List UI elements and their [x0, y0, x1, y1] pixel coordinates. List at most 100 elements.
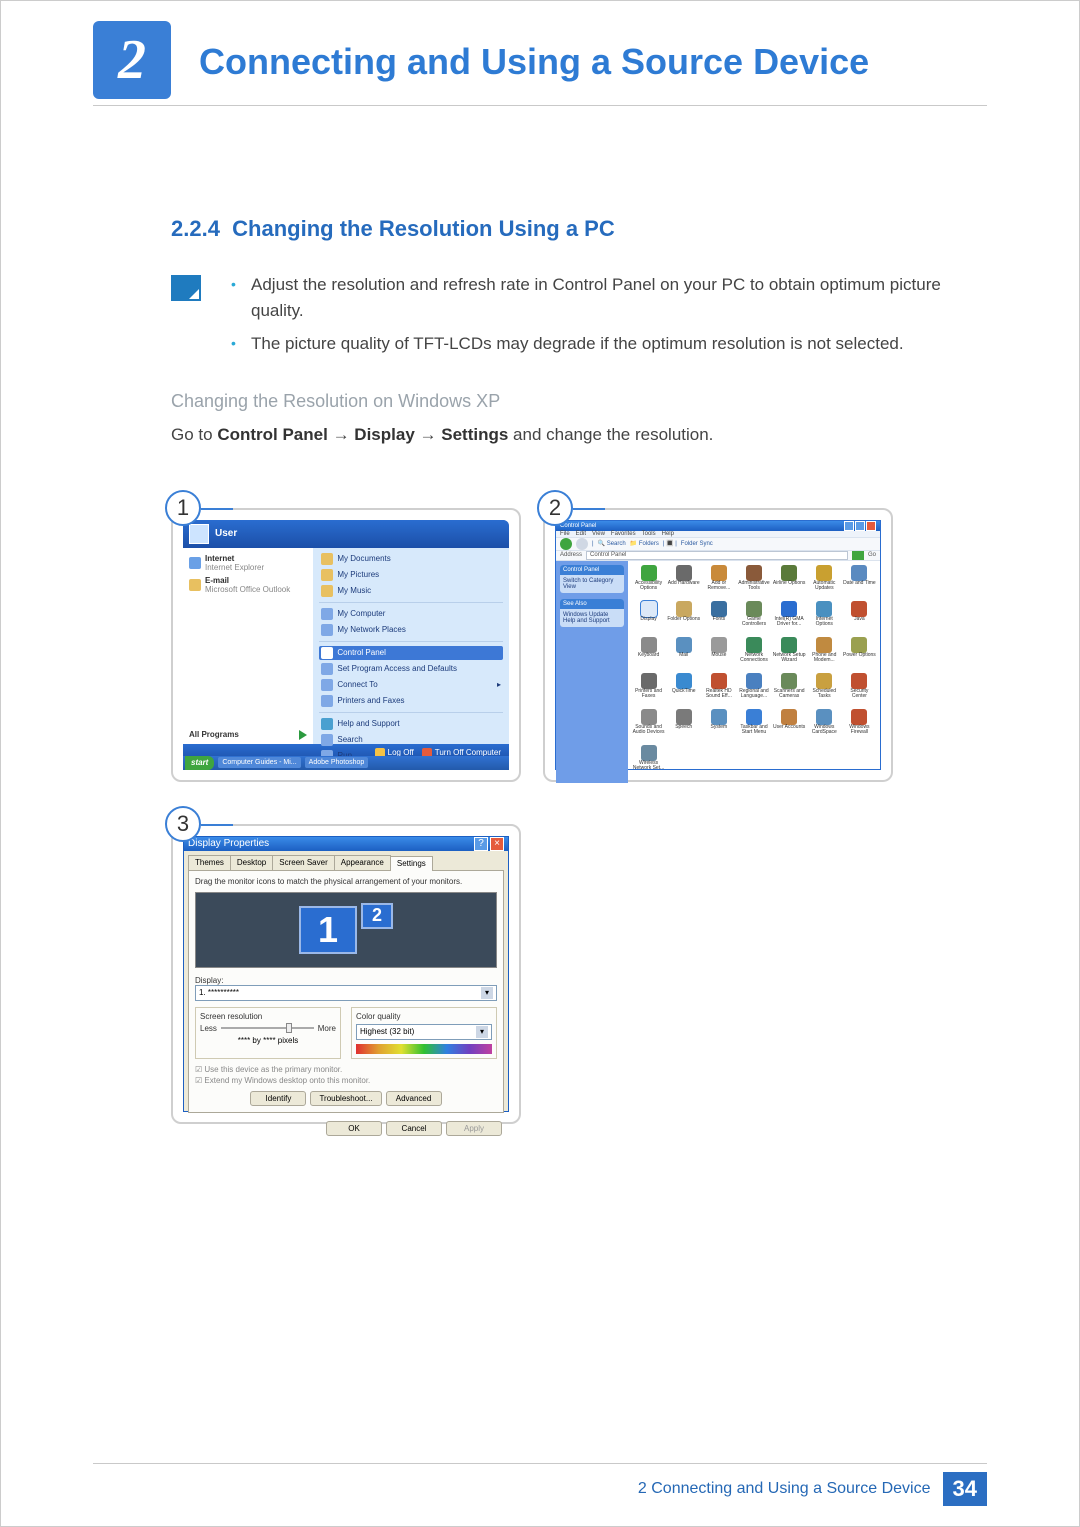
control-panel-item[interactable]: System: [702, 709, 735, 743]
control-panel-item[interactable]: Network Setup Wizard: [773, 637, 806, 671]
troubleshoot-button[interactable]: Troubleshoot...: [310, 1091, 381, 1106]
sidebar-link[interactable]: Switch to Category View: [563, 578, 621, 590]
advanced-button[interactable]: Advanced: [386, 1091, 442, 1106]
control-panel-item[interactable]: Keyboard: [632, 637, 665, 671]
control-panel-item[interactable]: Automatic Updates: [808, 565, 841, 599]
control-panel-item[interactable]: Airline Options: [773, 565, 806, 599]
control-panel-item[interactable]: Internet Options: [808, 601, 841, 635]
control-panel-item[interactable]: Power Options: [843, 637, 876, 671]
forward-button[interactable]: [576, 538, 588, 550]
control-panel-item[interactable]: Intel(R) GMA Driver for...: [773, 601, 806, 635]
ok-button[interactable]: OK: [326, 1121, 382, 1136]
tab-settings[interactable]: Settings: [390, 856, 433, 871]
control-panel-item[interactable]: Printers and Faxes: [632, 673, 665, 707]
control-panel-item[interactable]: Date and Time: [843, 565, 876, 599]
control-panel-item[interactable]: Scanners and Cameras: [773, 673, 806, 707]
menu-item[interactable]: My Network Places: [319, 623, 503, 637]
user-avatar: [189, 524, 209, 544]
address-input[interactable]: Control Panel: [586, 551, 848, 560]
control-panel-item[interactable]: Administrative Tools: [737, 565, 770, 599]
control-panel-item[interactable]: Phone and Modem...: [808, 637, 841, 671]
monitor-1[interactable]: 1: [299, 906, 357, 954]
control-panel-item[interactable]: Mouse: [702, 637, 735, 671]
close-button[interactable]: [866, 521, 876, 531]
help-button[interactable]: ?: [474, 837, 488, 851]
menu-item[interactable]: My Computer: [319, 607, 503, 621]
menu-item[interactable]: Printers and Faxes: [319, 694, 503, 708]
monitor-preview[interactable]: 1 2: [195, 892, 497, 968]
cp-item-label: Accessibility Options: [632, 581, 665, 592]
tab-desktop[interactable]: Desktop: [230, 855, 273, 870]
apply-button[interactable]: Apply: [446, 1121, 502, 1136]
all-programs[interactable]: All Programs: [189, 730, 307, 740]
header-rule: [93, 105, 987, 106]
menu-item[interactable]: My Documents: [319, 552, 503, 566]
resolution-slider[interactable]: Less More: [200, 1024, 336, 1033]
menu-item[interactable]: Help and Support: [319, 717, 503, 731]
cp-item-label: Fonts: [713, 617, 726, 623]
display-select[interactable]: 1. **********▾: [195, 985, 497, 1001]
control-panel-item[interactable]: Security Center: [843, 673, 876, 707]
go-button[interactable]: [852, 551, 864, 560]
control-panel-item[interactable]: Wireless Network Set...: [632, 745, 665, 779]
back-button[interactable]: [560, 538, 572, 550]
minimize-button[interactable]: [844, 521, 854, 531]
control-panel-item[interactable]: Realtek HD Sound Eff...: [702, 673, 735, 707]
pinned-item[interactable]: E-mailMicrosoft Office Outlook: [189, 576, 307, 594]
control-panel-item[interactable]: Regional and Language...: [737, 673, 770, 707]
slider-thumb[interactable]: [286, 1023, 292, 1033]
control-panel-item[interactable]: User Accounts: [773, 709, 806, 743]
control-panel-item[interactable]: Add or Remove...: [702, 565, 735, 599]
cp-item-label: Security Center: [843, 689, 876, 700]
control-panel-item[interactable]: Network Connections: [737, 637, 770, 671]
extend-desktop-checkbox[interactable]: Extend my Windows desktop onto this moni…: [195, 1076, 497, 1085]
control-panel-item[interactable]: Mail: [667, 637, 700, 671]
control-panel-item[interactable]: Java: [843, 601, 876, 635]
identify-button[interactable]: Identify: [250, 1091, 306, 1106]
control-panel-item[interactable]: Accessibility Options: [632, 565, 665, 599]
tab-themes[interactable]: Themes: [188, 855, 231, 870]
menu-item[interactable]: Connect To▸: [319, 678, 503, 692]
sync-button[interactable]: Folder Sync: [681, 541, 713, 547]
control-panel-item[interactable]: Display: [632, 601, 665, 635]
control-panel-item[interactable]: Add Hardware: [667, 565, 700, 599]
control-panel-item[interactable]: Fonts: [702, 601, 735, 635]
cancel-button[interactable]: Cancel: [386, 1121, 442, 1136]
primary-monitor-checkbox[interactable]: Use this device as the primary monitor.: [195, 1065, 497, 1074]
color-quality-select[interactable]: Highest (32 bit)▾: [356, 1024, 492, 1040]
control-panel-item[interactable]: Game Controllers: [737, 601, 770, 635]
window-titlebar: Control Panel: [556, 521, 880, 531]
menu-item[interactable]: My Music: [319, 584, 503, 598]
menu-item[interactable]: Set Program Access and Defaults: [319, 662, 503, 676]
taskbar-button[interactable]: Computer Guides - Mi...: [218, 757, 300, 768]
cp-item-icon: [746, 565, 762, 581]
folders-button[interactable]: 📁 Folders: [630, 540, 659, 547]
cp-item-label: Mouse: [711, 653, 726, 659]
menu-item[interactable]: Search: [319, 733, 503, 747]
tab-appearance[interactable]: Appearance: [334, 855, 391, 870]
control-panel-item[interactable]: QuickTime: [667, 673, 700, 707]
start-button[interactable]: start: [185, 756, 214, 770]
control-panel-item[interactable]: Taskbar and Start Menu: [737, 709, 770, 743]
taskbar-button[interactable]: Adobe Photoshop: [305, 757, 369, 768]
monitor-2[interactable]: 2: [361, 903, 393, 929]
control-panel-item[interactable]: Scheduled Tasks: [808, 673, 841, 707]
control-panel-item[interactable]: Windows CardSpace: [808, 709, 841, 743]
control-panel-item[interactable]: Sounds and Audio Devices: [632, 709, 665, 743]
color-preview-bar: [356, 1044, 492, 1054]
control-panel-item[interactable]: Speech: [667, 709, 700, 743]
close-button[interactable]: ×: [490, 837, 504, 851]
maximize-button[interactable]: [855, 521, 865, 531]
network-icon: [321, 624, 333, 636]
sidebar-link[interactable]: Help and Support: [563, 618, 621, 624]
tab-screensaver[interactable]: Screen Saver: [272, 855, 334, 870]
pinned-item[interactable]: InternetInternet Explorer: [189, 554, 307, 572]
screenshot-3: 3 Display Properties ? × Themes Desktop …: [171, 824, 523, 1124]
search-button[interactable]: 🔍 Search: [598, 540, 626, 547]
control-panel-item[interactable]: Windows Firewall: [843, 709, 876, 743]
control-panel-item[interactable]: Folder Options: [667, 601, 700, 635]
menu-item-control-panel[interactable]: Control Panel: [319, 646, 503, 660]
cp-item-icon: [851, 673, 867, 689]
arrow-icon: →: [420, 425, 442, 444]
menu-item[interactable]: My Pictures: [319, 568, 503, 582]
